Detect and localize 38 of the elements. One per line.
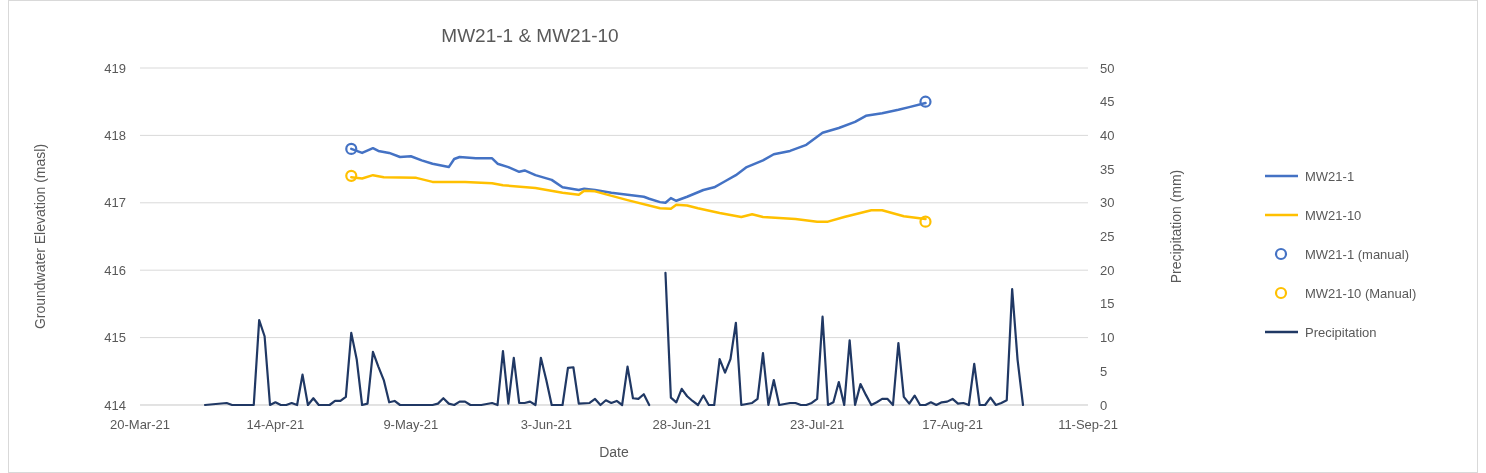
legend-label: Precipitation xyxy=(1305,324,1377,340)
y-tick-label: 417 xyxy=(104,195,126,211)
chart-title: MW21-1 & MW21-10 xyxy=(441,25,619,46)
x-tick-label: 9-May-21 xyxy=(383,417,439,432)
y2-tick-label: 50 xyxy=(1100,60,1115,76)
point xyxy=(919,95,932,108)
y2-tick-label: 40 xyxy=(1100,127,1115,143)
x-tick-label: 20-Mar-21 xyxy=(110,417,170,432)
y-tick-label: 418 xyxy=(104,127,126,143)
y2-tick-label: 25 xyxy=(1100,229,1115,245)
legend-label: MW21-10 xyxy=(1305,207,1362,223)
point xyxy=(345,142,358,155)
y2-axis-title: Precipitation (mm) xyxy=(1168,169,1184,284)
y2-tick-label: 15 xyxy=(1100,296,1115,312)
y2-tick-label: 10 xyxy=(1100,330,1115,346)
x-tick-label: 17-Aug-21 xyxy=(922,417,983,432)
point xyxy=(919,215,932,228)
y2-tick-label: 45 xyxy=(1100,94,1115,110)
x-tick-label: 28-Jun-21 xyxy=(652,417,711,432)
x-tick-label: 3-Jun-21 xyxy=(520,417,572,432)
legend-label: MW21-1 xyxy=(1305,168,1355,184)
y2-tick-label: 0 xyxy=(1100,397,1108,413)
x-axis-title: Date xyxy=(599,444,629,460)
y2-tick-label: 5 xyxy=(1100,363,1108,379)
y-tick-label: 419 xyxy=(104,60,126,76)
legend-label: MW21-1 (manual) xyxy=(1305,246,1410,262)
y-tick-label: 416 xyxy=(104,262,126,278)
y2-tick-label: 35 xyxy=(1100,161,1115,177)
x-tick-label: 23-Jul-21 xyxy=(790,417,845,432)
y2-tick-label: 30 xyxy=(1100,195,1115,211)
legend-label: MW21-10 (Manual) xyxy=(1305,285,1417,301)
y-tick-label: 415 xyxy=(104,330,126,346)
y-tick-label: 414 xyxy=(104,397,126,413)
point xyxy=(345,169,358,182)
x-tick-label: 14-Apr-21 xyxy=(246,417,305,432)
y-axis-title: Groundwater Elevation (masl) xyxy=(32,143,48,330)
x-tick-label: 11-Sep-21 xyxy=(1058,417,1118,432)
y2-tick-label: 20 xyxy=(1100,262,1115,278)
